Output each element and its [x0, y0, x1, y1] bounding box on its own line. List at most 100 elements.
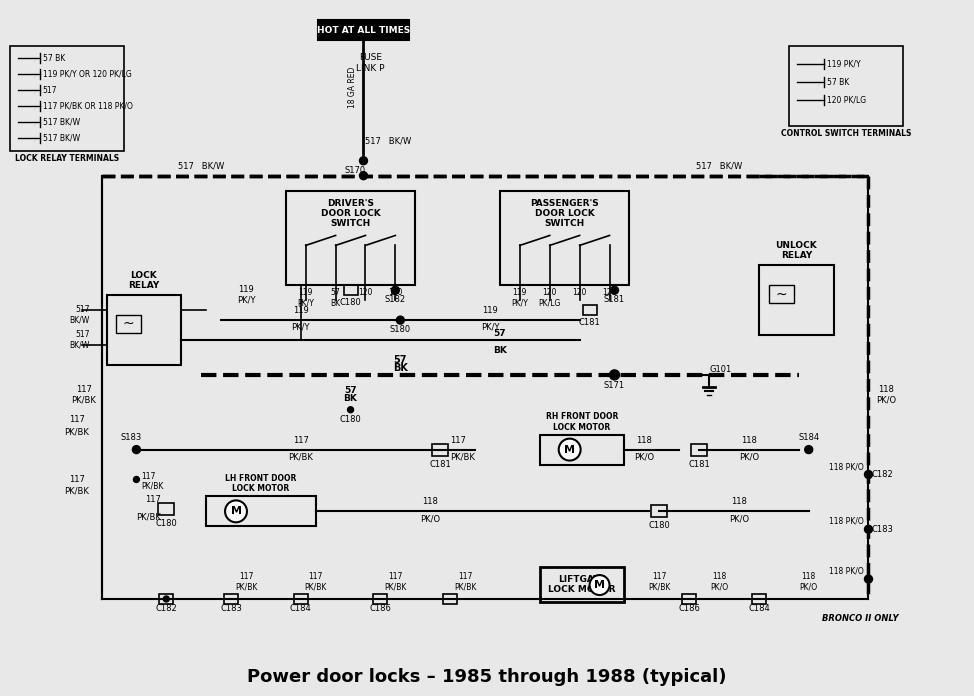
Text: 119
PK/Y: 119 PK/Y	[511, 288, 528, 308]
Text: LH FRONT DOOR
LOCK MOTOR: LH FRONT DOOR LOCK MOTOR	[225, 474, 297, 493]
Bar	[160, 594, 173, 604]
Text: 119
PK/Y: 119 PK/Y	[237, 285, 255, 305]
Circle shape	[133, 477, 139, 482]
Text: S180: S180	[390, 325, 411, 334]
Circle shape	[396, 316, 404, 324]
Text: PK/Y: PK/Y	[481, 322, 500, 331]
Circle shape	[865, 525, 873, 533]
Text: 120: 120	[389, 288, 402, 297]
Text: 517 BK/W: 517 BK/W	[43, 118, 80, 127]
Text: S181: S181	[604, 295, 625, 304]
Text: BK: BK	[393, 363, 408, 373]
Text: S184: S184	[798, 433, 819, 442]
Text: LOCK RELAY TERMINALS: LOCK RELAY TERMINALS	[16, 154, 119, 163]
Text: C186: C186	[678, 604, 700, 613]
Text: 517 BK/W: 517 BK/W	[43, 134, 80, 143]
Circle shape	[559, 438, 581, 461]
Bar	[540, 435, 624, 464]
Text: 118: 118	[731, 498, 747, 507]
Text: M: M	[594, 580, 605, 590]
Text: 117: 117	[69, 475, 85, 484]
Circle shape	[611, 286, 618, 294]
Text: LOCK
RELAY: LOCK RELAY	[129, 271, 160, 290]
Circle shape	[359, 172, 367, 180]
Text: PK/BK: PK/BK	[136, 512, 162, 521]
Text: 117
PK/BK: 117 PK/BK	[235, 571, 257, 591]
Text: C183: C183	[872, 525, 893, 534]
Text: 117
PK/BK: 117 PK/BK	[454, 571, 476, 591]
Text: 517
BK/W: 517 BK/W	[69, 305, 90, 324]
Text: 118: 118	[636, 436, 653, 445]
Text: C180: C180	[340, 298, 361, 307]
Text: C184: C184	[290, 604, 312, 613]
Text: 117
PK/BK: 117 PK/BK	[141, 471, 164, 491]
Text: 517   BK/W: 517 BK/W	[178, 161, 224, 171]
Bar	[652, 505, 667, 517]
Text: 517   BK/W: 517 BK/W	[696, 161, 742, 171]
Text: 117: 117	[450, 436, 466, 445]
Bar	[10, 46, 125, 151]
Text: 57: 57	[393, 355, 407, 365]
Text: 117: 117	[69, 416, 85, 425]
Text: S171: S171	[604, 381, 625, 390]
Bar	[752, 594, 766, 604]
Bar	[500, 191, 629, 285]
Bar	[294, 594, 308, 604]
Bar	[432, 443, 448, 456]
Circle shape	[164, 596, 169, 602]
Text: C181: C181	[430, 459, 451, 468]
Text: M: M	[231, 507, 242, 516]
Text: 117 PK/BK OR 118 PK/O: 117 PK/BK OR 118 PK/O	[43, 102, 132, 111]
Text: 117
PK/BK: 117 PK/BK	[648, 571, 670, 591]
Text: 117: 117	[76, 386, 92, 395]
Text: 118 PK/O: 118 PK/O	[829, 567, 864, 576]
Text: 120: 120	[602, 288, 617, 297]
Text: 57 BK: 57 BK	[43, 54, 65, 63]
Text: PK/Y: PK/Y	[291, 322, 310, 331]
Bar	[159, 503, 174, 515]
Text: C181: C181	[579, 318, 600, 327]
Text: 57: 57	[344, 386, 356, 395]
Text: RH FRONT DOOR
LOCK MOTOR: RH FRONT DOOR LOCK MOTOR	[546, 412, 618, 432]
Circle shape	[132, 445, 140, 454]
Text: 118: 118	[879, 386, 894, 395]
Text: 18 GA RED: 18 GA RED	[348, 66, 357, 107]
Text: ~: ~	[123, 317, 134, 331]
Text: PK/BK: PK/BK	[64, 487, 89, 496]
Bar	[206, 496, 316, 526]
Text: C186: C186	[369, 604, 392, 613]
Bar	[373, 594, 388, 604]
Text: 117: 117	[145, 496, 162, 505]
Text: 118 PK/O: 118 PK/O	[829, 462, 864, 471]
Text: PK/O: PK/O	[729, 514, 749, 523]
Circle shape	[589, 575, 610, 595]
Bar	[106, 295, 181, 365]
Bar	[789, 46, 903, 126]
Text: BK: BK	[493, 346, 506, 355]
Bar	[582, 305, 596, 315]
Text: HOT AT ALL TIMES: HOT AT ALL TIMES	[317, 26, 410, 35]
Text: PK/O: PK/O	[877, 395, 896, 404]
Text: C180: C180	[649, 521, 670, 530]
Text: 119 PK/Y: 119 PK/Y	[827, 60, 860, 69]
Text: 117
PK/BK: 117 PK/BK	[384, 571, 406, 591]
Text: PK/O: PK/O	[420, 514, 440, 523]
Text: 118
PK/O: 118 PK/O	[710, 571, 729, 591]
Text: 57 BK: 57 BK	[827, 77, 849, 86]
Text: PK/O: PK/O	[739, 452, 759, 461]
Bar	[443, 594, 457, 604]
Text: PK/BK: PK/BK	[450, 452, 475, 461]
Text: 120
PK/LG: 120 PK/LG	[539, 288, 561, 308]
Text: LIFTGATE
LOCK MOTOR: LIFTGATE LOCK MOTOR	[548, 575, 616, 594]
Circle shape	[348, 406, 354, 413]
Text: 118: 118	[423, 498, 438, 507]
Text: BRONCO II ONLY: BRONCO II ONLY	[822, 614, 898, 623]
FancyBboxPatch shape	[318, 20, 409, 40]
Circle shape	[865, 470, 873, 478]
Bar	[117, 315, 141, 333]
Text: 57
BK: 57 BK	[330, 288, 341, 308]
Bar	[692, 443, 707, 456]
Text: C183: C183	[220, 604, 242, 613]
Circle shape	[359, 157, 367, 165]
Text: 119 PK/Y OR 120 PK/LG: 119 PK/Y OR 120 PK/LG	[43, 70, 131, 79]
